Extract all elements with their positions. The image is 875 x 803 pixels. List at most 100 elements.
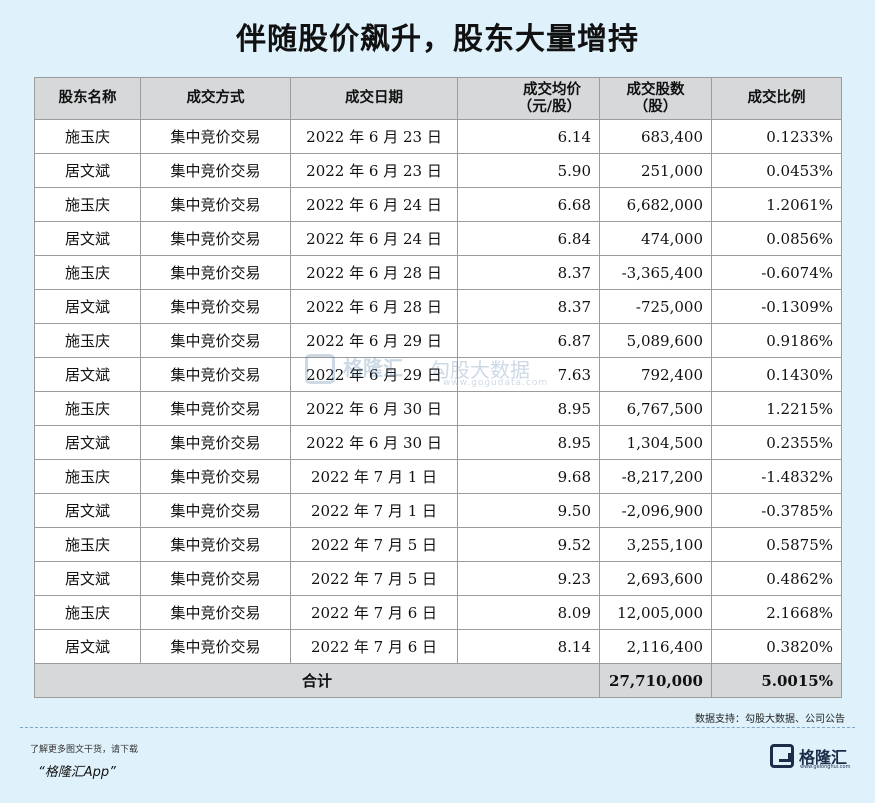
cell-date: 2022 年 7 月 6 日 [290,595,458,630]
header-avg-price-line2: （元/股） [517,98,581,115]
total-row: 合计 27,710,000 5.0015% [34,663,842,698]
total-ratio: 5.0015% [711,663,842,698]
table-header-row: 股东名称 成交方式 成交日期 成交均价 （元/股） 成交股数 （股） 成交比例 [34,77,842,120]
cell-name: 施玉庆 [34,527,141,562]
cell-ratio: -1.4832% [711,459,842,494]
cell-shares: 5,089,600 [599,323,712,358]
table-row: 施玉庆 集中竞价交易 2022 年 6 月 23 日 6.14 683,400 0.123… [34,119,842,154]
cell-ratio: 1.2061% [711,187,842,222]
cell-ratio: 0.4862% [711,561,842,596]
cell-method: 集中竞价交易 [140,561,291,596]
cell-method: 集中竞价交易 [140,187,291,222]
cell-date: 2022 年 6 月 28 日 [290,289,458,324]
table-row: 居文斌 集中竞价交易 2022 年 6 月 28 日 8.37 -725,000 -0.1… [34,289,842,324]
header-shares-line1: 成交股数 [626,81,685,98]
cell-ratio: 0.2355% [711,425,842,460]
cell-method: 集中竞价交易 [140,119,291,154]
cell-name: 居文斌 [34,289,141,324]
cell-name: 居文斌 [34,357,141,392]
cell-method: 集中竞价交易 [140,595,291,630]
table-row: 施玉庆 集中竞价交易 2022 年 6 月 24 日 6.68 6,682,000 1.2… [34,187,842,222]
cell-ratio: 0.0453% [711,153,842,188]
cell-name: 施玉庆 [34,595,141,630]
cell-date: 2022 年 7 月 5 日 [290,527,458,562]
cell-avg-price: 8.95 [457,391,600,426]
source-note: 数据支持：勾股大数据、公司公告 [695,714,845,725]
table-row: 施玉庆 集中竞价交易 2022 年 6 月 28 日 8.37 -3,365,400 -0… [34,255,842,290]
table-row: 施玉庆 集中竞价交易 2022 年 6 月 30 日 8.95 6,767,500 1.2… [34,391,842,426]
cell-method: 集中竞价交易 [140,527,291,562]
cell-shares: 2,116,400 [599,629,712,664]
cell-date: 2022 年 6 月 28 日 [290,255,458,290]
cell-shares: -3,365,400 [599,255,712,290]
header-shares-line2: （股） [633,98,678,115]
header-date: 成交日期 [290,77,458,120]
table-row: 居文斌 集中竞价交易 2022 年 7 月 6 日 8.14 2,116,400 0.38… [34,629,842,664]
total-label: 合计 [34,663,600,698]
cell-ratio: 0.9186% [711,323,842,358]
cell-name: 施玉庆 [34,187,141,222]
cell-method: 集中竞价交易 [140,629,291,664]
brand-logo-icon [770,744,794,768]
table-row: 居文斌 集中竞价交易 2022 年 7 月 1 日 9.50 -2,096,900 -0.… [34,493,842,528]
cell-shares: 792,400 [599,357,712,392]
cell-ratio: 2.1668% [711,595,842,630]
cell-avg-price: 8.09 [457,595,600,630]
cell-avg-price: 7.63 [457,357,600,392]
cell-method: 集中竞价交易 [140,323,291,358]
cell-avg-price: 6.68 [457,187,600,222]
cell-shares: 1,304,500 [599,425,712,460]
cell-avg-price: 9.23 [457,561,600,596]
table-row: 施玉庆 集中竞价交易 2022 年 7 月 6 日 8.09 12,005,000 2.1… [34,595,842,630]
cell-ratio: 0.0856% [711,221,842,256]
cell-shares: 12,005,000 [599,595,712,630]
cell-date: 2022 年 6 月 29 日 [290,357,458,392]
cell-name: 施玉庆 [34,119,141,154]
cell-ratio: 0.1233% [711,119,842,154]
cell-ratio: 0.3820% [711,629,842,664]
cell-shares: -2,096,900 [599,493,712,528]
cell-name: 施玉庆 [34,255,141,290]
header-avg-price-line1: 成交均价 [523,81,581,98]
table-row: 居文斌 集中竞价交易 2022 年 6 月 30 日 8.95 1,304,500 0.2… [34,425,842,460]
cell-avg-price: 8.37 [457,289,600,324]
cell-method: 集中竞价交易 [140,357,291,392]
cell-method: 集中竞价交易 [140,391,291,426]
cell-date: 2022 年 7 月 5 日 [290,561,458,596]
cell-avg-price: 5.90 [457,153,600,188]
cell-name: 居文斌 [34,221,141,256]
cell-name: 居文斌 [34,425,141,460]
cell-shares: 251,000 [599,153,712,188]
cell-date: 2022 年 6 月 30 日 [290,391,458,426]
header-method: 成交方式 [140,77,291,120]
cell-ratio: 0.1430% [711,357,842,392]
cell-method: 集中竞价交易 [140,255,291,290]
header-shares: 成交股数 （股） [599,77,712,120]
cell-date: 2022 年 6 月 30 日 [290,425,458,460]
cell-name: 施玉庆 [34,459,141,494]
cell-date: 2022 年 7 月 1 日 [290,459,458,494]
footer-app-name: “格隆汇App” [38,765,116,780]
cell-name: 居文斌 [34,629,141,664]
brand-url: www.gelonghui.com [800,764,851,770]
cell-ratio: 1.2215% [711,391,842,426]
table-body: 施玉庆 集中竞价交易 2022 年 6 月 23 日 6.14 683,400 0.123… [34,119,842,698]
cell-method: 集中竞价交易 [140,289,291,324]
table-row: 居文斌 集中竞价交易 2022 年 6 月 24 日 6.84 474,000 0.085… [34,221,842,256]
footer-divider [20,727,855,728]
cell-shares: 6,682,000 [599,187,712,222]
cell-date: 2022 年 6 月 23 日 [290,153,458,188]
table-row: 施玉庆 集中竞价交易 2022 年 7 月 1 日 9.68 -8,217,200 -1.… [34,459,842,494]
cell-avg-price: 6.87 [457,323,600,358]
cell-name: 施玉庆 [34,391,141,426]
table-row: 居文斌 集中竞价交易 2022 年 7 月 5 日 9.23 2,693,600 0.48… [34,561,842,596]
cell-avg-price: 8.14 [457,629,600,664]
cell-name: 居文斌 [34,561,141,596]
cell-shares: -725,000 [599,289,712,324]
shareholding-table: 股东名称 成交方式 成交日期 成交均价 （元/股） 成交股数 （股） 成交比例 … [34,77,842,698]
cell-avg-price: 9.52 [457,527,600,562]
cell-date: 2022 年 7 月 6 日 [290,629,458,664]
cell-shares: 2,693,600 [599,561,712,596]
cell-date: 2022 年 6 月 24 日 [290,221,458,256]
cell-name: 施玉庆 [34,323,141,358]
